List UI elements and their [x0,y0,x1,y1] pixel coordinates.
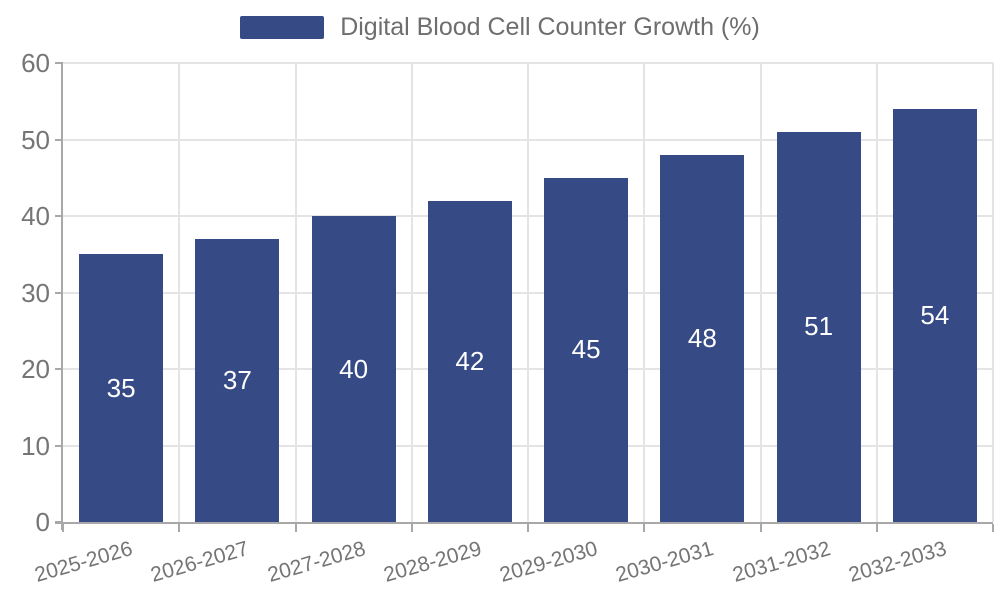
bar-value-label: 42 [455,345,485,376]
x-axis-tick [294,524,297,532]
legend-label: Digital Blood Cell Counter Growth (%) [340,13,760,41]
legend-swatch-icon [240,16,325,40]
bar[interactable]: 51 [776,131,861,522]
legend[interactable]: Digital Blood Cell Counter Growth (%) [0,13,1000,42]
y-axis-tick [55,215,63,217]
bar[interactable]: 45 [544,177,629,522]
x-axis-tick [643,524,646,532]
bar-value-label: 40 [339,353,369,384]
y-tick-label: 60 [21,48,50,78]
bar-value-label: 51 [804,311,834,342]
bar[interactable]: 40 [311,216,396,522]
v-gridline [410,63,413,522]
y-tick-label: 50 [21,124,50,155]
y-axis-tick [55,444,63,447]
y-tick-label: 20 [21,354,50,384]
y-axis-tick [55,521,63,523]
bar[interactable]: 54 [892,108,977,522]
x-axis-tick [62,524,64,532]
y-axis-tick [55,368,63,370]
bar-value-label: 54 [920,299,950,330]
v-gridline [992,63,994,522]
x-axis-tick [759,524,762,532]
v-gridline [643,63,646,522]
bar[interactable]: 42 [427,200,512,522]
v-gridline [178,63,181,522]
bar-value-label: 37 [222,364,252,395]
bar[interactable]: 37 [195,238,280,522]
x-axis-tick [410,524,413,532]
y-tick-label: 0 [35,507,50,537]
y-tick-label: 30 [21,277,50,308]
y-axis-tick [55,291,63,294]
bar[interactable]: 35 [79,254,164,522]
x-axis-tick [527,524,529,532]
y-tick-label: 40 [21,201,50,231]
y-tick-label: 10 [21,430,50,461]
bar-value-label: 35 [106,372,136,403]
bar-value-label: 48 [687,322,717,353]
bar-value-label: 45 [571,334,601,365]
v-gridline [875,63,878,522]
x-axis-tick [992,524,994,532]
v-gridline [527,63,529,522]
y-axis-line [61,63,63,530]
x-axis-tick [178,524,181,532]
x-axis-tick [875,524,878,532]
y-axis-tick [55,62,63,64]
y-axis-tick [55,138,63,141]
v-gridline [294,63,297,522]
bar[interactable]: 48 [660,154,745,522]
x-axis-line [55,522,993,524]
v-gridline [759,63,762,522]
